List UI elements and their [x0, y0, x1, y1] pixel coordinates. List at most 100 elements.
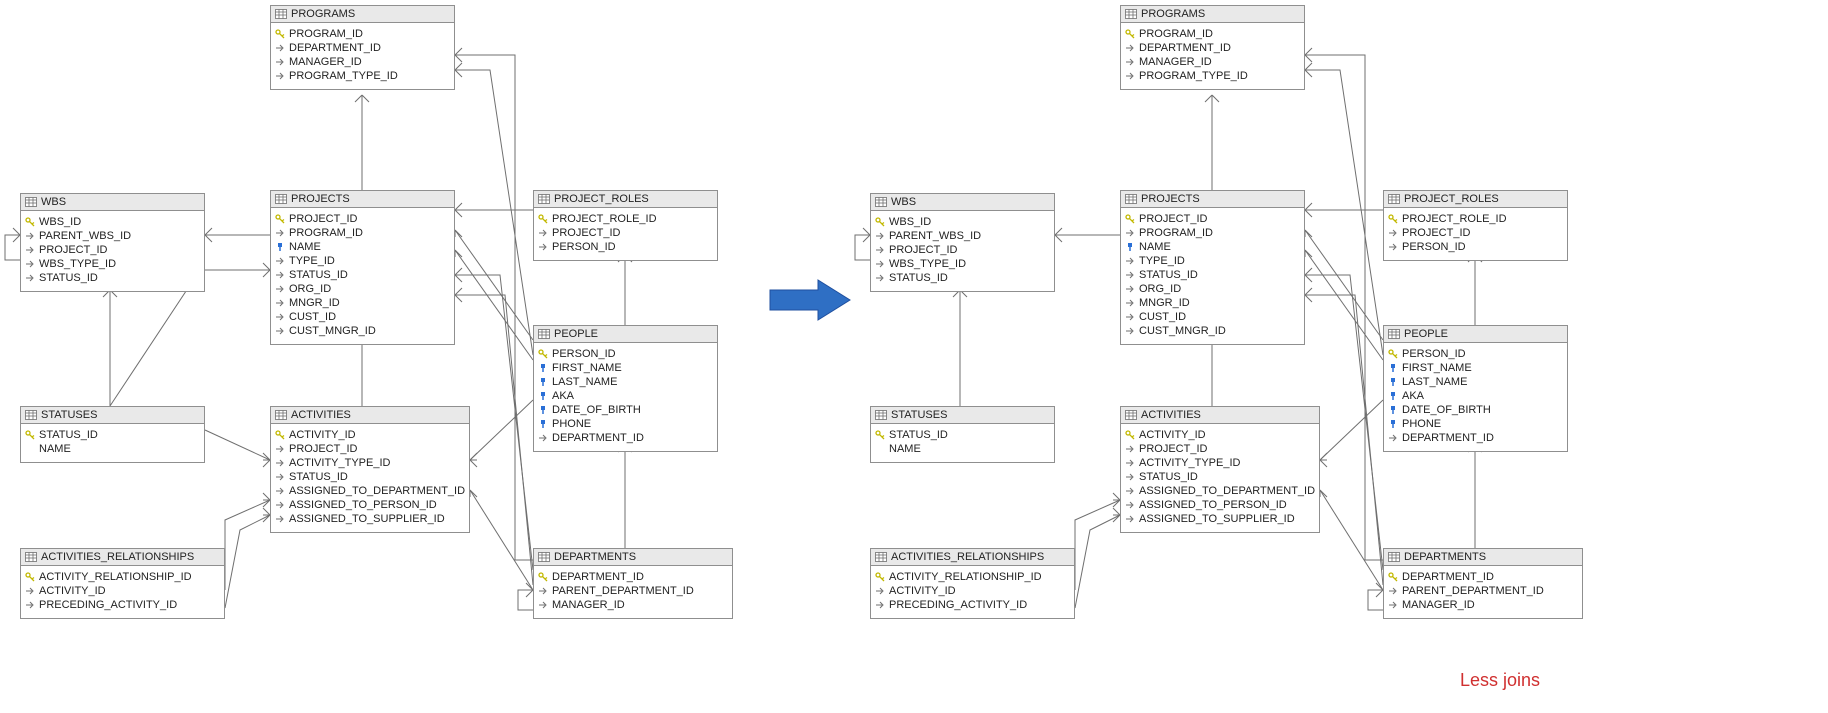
field-name: ASSIGNED_TO_DEPARTMENT_ID — [289, 484, 465, 498]
field-name: PROGRAM_ID — [289, 226, 363, 240]
fk-icon — [275, 71, 285, 81]
field-row: LAST_NAME — [1388, 375, 1563, 389]
fk-icon — [538, 242, 548, 252]
fk-icon — [275, 458, 285, 468]
fk-icon — [275, 43, 285, 53]
fk-icon — [1125, 71, 1135, 81]
entity-wbs: WBSWBS_IDPARENT_WBS_IDPROJECT_IDWBS_TYPE… — [870, 193, 1055, 292]
table-icon — [538, 329, 550, 339]
field-row: ACTIVITY_TYPE_ID — [275, 456, 465, 470]
idx-icon — [538, 405, 548, 415]
idx-icon — [538, 377, 548, 387]
field-row: ACTIVITY_ID — [275, 428, 465, 442]
entity-header: PEOPLE — [534, 326, 717, 343]
field-row: PROJECT_ID — [275, 442, 465, 456]
field-name: MANAGER_ID — [1402, 598, 1475, 612]
field-row: PROGRAM_ID — [1125, 226, 1300, 240]
table-icon — [1125, 194, 1137, 204]
idx-icon — [1388, 405, 1398, 415]
table-icon — [1125, 9, 1137, 19]
field-name: STATUS_ID — [289, 268, 348, 282]
entity-header: PROJECT_ROLES — [534, 191, 717, 208]
field-name: WBS_TYPE_ID — [39, 257, 116, 271]
field-name: ASSIGNED_TO_SUPPLIER_ID — [289, 512, 445, 526]
entity-title: PROGRAMS — [291, 8, 355, 20]
entity-title: ACTIVITIES_RELATIONSHIPS — [41, 551, 194, 563]
entity-body: DEPARTMENT_IDPARENT_DEPARTMENT_IDMANAGER… — [534, 566, 732, 618]
field-row: STATUS_ID — [1125, 470, 1315, 484]
field-row: PARENT_DEPARTMENT_ID — [1388, 584, 1578, 598]
fk-icon — [1125, 500, 1135, 510]
field-row: PROGRAM_ID — [275, 27, 450, 41]
entity-header: PROJECTS — [271, 191, 454, 208]
field-row: DATE_OF_BIRTH — [538, 403, 713, 417]
field-row: PERSON_ID — [1388, 347, 1563, 361]
fk-icon — [1388, 242, 1398, 252]
field-name: ORG_ID — [289, 282, 331, 296]
table-icon — [1388, 552, 1400, 562]
field-row: PHONE — [538, 417, 713, 431]
field-row: ACTIVITY_TYPE_ID — [1125, 456, 1315, 470]
entity-title: WBS — [41, 196, 66, 208]
field-row: PROGRAM_ID — [1125, 27, 1300, 41]
fk-icon — [1388, 600, 1398, 610]
field-name: DEPARTMENT_ID — [289, 41, 381, 55]
entity-departments: DEPARTMENTSDEPARTMENT_IDPARENT_DEPARTMEN… — [533, 548, 733, 619]
fk-icon — [275, 514, 285, 524]
entity-title: ACTIVITIES — [291, 409, 351, 421]
entity-project_roles: PROJECT_ROLESPROJECT_ROLE_IDPROJECT_IDPE… — [1383, 190, 1568, 261]
field-name: NAME — [289, 240, 321, 254]
entity-body: PROGRAM_IDDEPARTMENT_IDMANAGER_IDPROGRAM… — [271, 23, 454, 89]
entity-header: WBS — [871, 194, 1054, 211]
entity-activities_relationships: ACTIVITIES_RELATIONSHIPSACTIVITY_RELATIO… — [870, 548, 1075, 619]
field-row: CUST_MNGR_ID — [275, 324, 450, 338]
field-row: MNGR_ID — [275, 296, 450, 310]
fk-icon — [1388, 228, 1398, 238]
fk-icon — [875, 273, 885, 283]
field-name: LAST_NAME — [1402, 375, 1467, 389]
field-row: STATUS_ID — [275, 470, 465, 484]
fk-icon — [275, 472, 285, 482]
field-name: CUST_MNGR_ID — [289, 324, 376, 338]
field-row: CUST_ID — [1125, 310, 1300, 324]
entity-title: PROGRAMS — [1141, 8, 1205, 20]
entity-header: PROGRAMS — [271, 6, 454, 23]
field-name: FIRST_NAME — [1402, 361, 1472, 375]
field-name: PROGRAM_ID — [1139, 226, 1213, 240]
field-name: AKA — [552, 389, 574, 403]
field-row: STATUS_ID — [275, 268, 450, 282]
field-row: PROJECT_ROLE_ID — [538, 212, 713, 226]
field-row: PRECEDING_ACTIVITY_ID — [25, 598, 220, 612]
entity-departments: DEPARTMENTSDEPARTMENT_IDPARENT_DEPARTMEN… — [1383, 548, 1583, 619]
field-row: ACTIVITY_ID — [25, 584, 220, 598]
fk-icon — [275, 500, 285, 510]
field-row: WBS_TYPE_ID — [25, 257, 200, 271]
fk-icon — [1125, 444, 1135, 454]
field-row: PROJECT_ROLE_ID — [1388, 212, 1563, 226]
field-name: PROJECT_ID — [1139, 442, 1207, 456]
field-name: NAME — [1139, 240, 1171, 254]
fk-icon — [275, 444, 285, 454]
field-row: MANAGER_ID — [1388, 598, 1578, 612]
entity-people: PEOPLEPERSON_IDFIRST_NAMELAST_NAMEAKADAT… — [533, 325, 718, 452]
field-name: PROGRAM_ID — [289, 27, 363, 41]
field-name: PRECEDING_ACTIVITY_ID — [889, 598, 1027, 612]
fk-icon — [538, 600, 548, 610]
fk-icon — [875, 600, 885, 610]
field-name: MNGR_ID — [289, 296, 340, 310]
field-row: DEPARTMENT_ID — [1388, 431, 1563, 445]
field-name: PROJECT_ID — [1139, 212, 1207, 226]
entity-body: PROJECT_ROLE_IDPROJECT_IDPERSON_ID — [534, 208, 717, 260]
diagram-canvas: PROGRAMSPROGRAM_IDDEPARTMENT_IDMANAGER_I… — [0, 0, 1828, 713]
entity-body: DEPARTMENT_IDPARENT_DEPARTMENT_IDMANAGER… — [1384, 566, 1582, 618]
fk-icon — [25, 259, 35, 269]
fk-icon — [25, 245, 35, 255]
field-name: ASSIGNED_TO_PERSON_ID — [1139, 498, 1287, 512]
field-row: FIRST_NAME — [538, 361, 713, 375]
field-name: PARENT_WBS_ID — [889, 229, 981, 243]
field-row: WBS_ID — [875, 215, 1050, 229]
field-row: TYPE_ID — [1125, 254, 1300, 268]
field-name: ORG_ID — [1139, 282, 1181, 296]
field-row: PARENT_WBS_ID — [25, 229, 200, 243]
field-row: STATUS_ID — [875, 271, 1050, 285]
